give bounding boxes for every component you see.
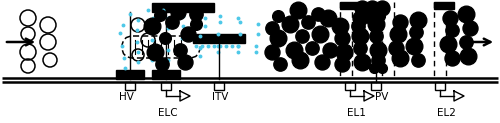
Bar (345, 82, 355, 90)
Bar (193, 34, 245, 43)
Bar (371, 82, 381, 90)
Text: EL2: EL2 (436, 108, 456, 118)
Bar (340, 2, 360, 9)
Text: EL1: EL1 (346, 108, 366, 118)
Bar (152, 3, 214, 12)
Bar (125, 82, 135, 90)
Text: ELC: ELC (158, 108, 178, 118)
Text: PV: PV (376, 92, 388, 102)
Bar (214, 82, 224, 90)
Bar (435, 82, 445, 90)
Text: HV: HV (118, 92, 134, 102)
Text: ITV: ITV (212, 92, 228, 102)
Bar (161, 82, 171, 90)
Bar (152, 70, 180, 79)
Bar (116, 70, 144, 79)
Bar (434, 2, 454, 9)
